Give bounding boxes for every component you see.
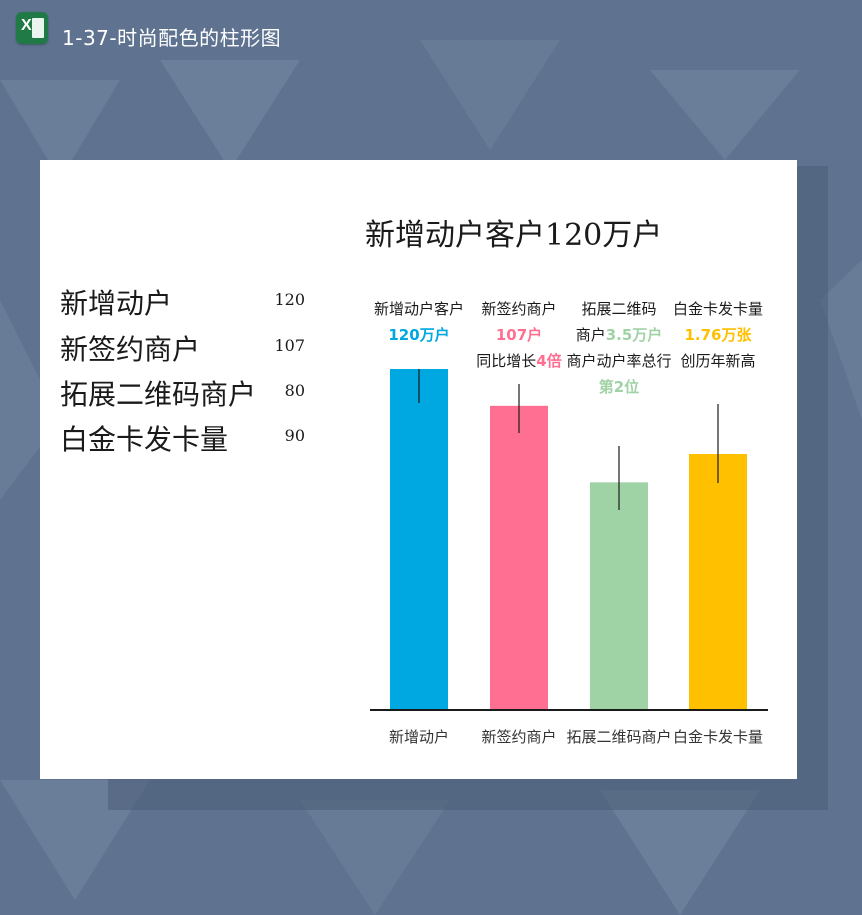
- legend-row: 新签约商户 107: [60, 328, 310, 368]
- bar-1: [390, 369, 448, 709]
- sheet-icon: [32, 18, 44, 38]
- title-bar: X 1-37-时尚配色的柱形图: [0, 0, 862, 72]
- chart-title: 新增动户客户120万户: [365, 218, 663, 253]
- legend-row: 新增动户 120: [60, 282, 310, 322]
- annotation-text: 第2位: [599, 378, 639, 396]
- x-tick-label: 新签约商户: [481, 728, 556, 746]
- x-tick-label: 拓展二维码商户: [566, 728, 671, 746]
- bar-4: [689, 454, 747, 709]
- legend-row: 白金卡发卡量 90: [60, 418, 310, 458]
- annotation-text: 拓展二维码: [581, 300, 656, 318]
- annotation-text: 商户动户率总行: [566, 352, 671, 370]
- legend-value: 80: [284, 381, 305, 400]
- legend-name: 新签约商户: [60, 333, 201, 366]
- legend-name: 白金卡发卡量: [60, 423, 229, 456]
- annotation-text: 107户: [496, 326, 542, 344]
- excel-x-letter: X: [21, 17, 32, 34]
- annotation-text: 新签约商户: [481, 300, 556, 318]
- bar-3: [590, 482, 648, 709]
- annotation-text: 同比增长4倍: [476, 352, 561, 370]
- x-tick-label: 新增动户: [389, 728, 449, 746]
- legend-value: 107: [274, 336, 305, 355]
- bar-2: [490, 405, 548, 709]
- annotation-text: 1.76万张: [684, 326, 752, 344]
- annotation-text: 创历年新高: [680, 352, 755, 370]
- legend-name: 拓展二维码商户: [60, 378, 257, 411]
- legend-name: 新增动户: [60, 287, 173, 320]
- annotation-text: 商户3.5万户: [576, 326, 663, 344]
- annotation-text: 新增动户客户: [374, 300, 464, 318]
- excel-icon[interactable]: X: [16, 12, 48, 44]
- legend-row: 拓展二维码商户 80: [60, 373, 310, 413]
- x-tick-label: 白金卡发卡量: [673, 728, 763, 746]
- legend-value: 120: [274, 290, 305, 309]
- annotation-text: 120万户: [388, 326, 449, 344]
- file-title: 1-37-时尚配色的柱形图: [62, 26, 282, 50]
- annotation-text: 白金卡发卡量: [673, 300, 763, 318]
- legend-value: 90: [284, 426, 305, 445]
